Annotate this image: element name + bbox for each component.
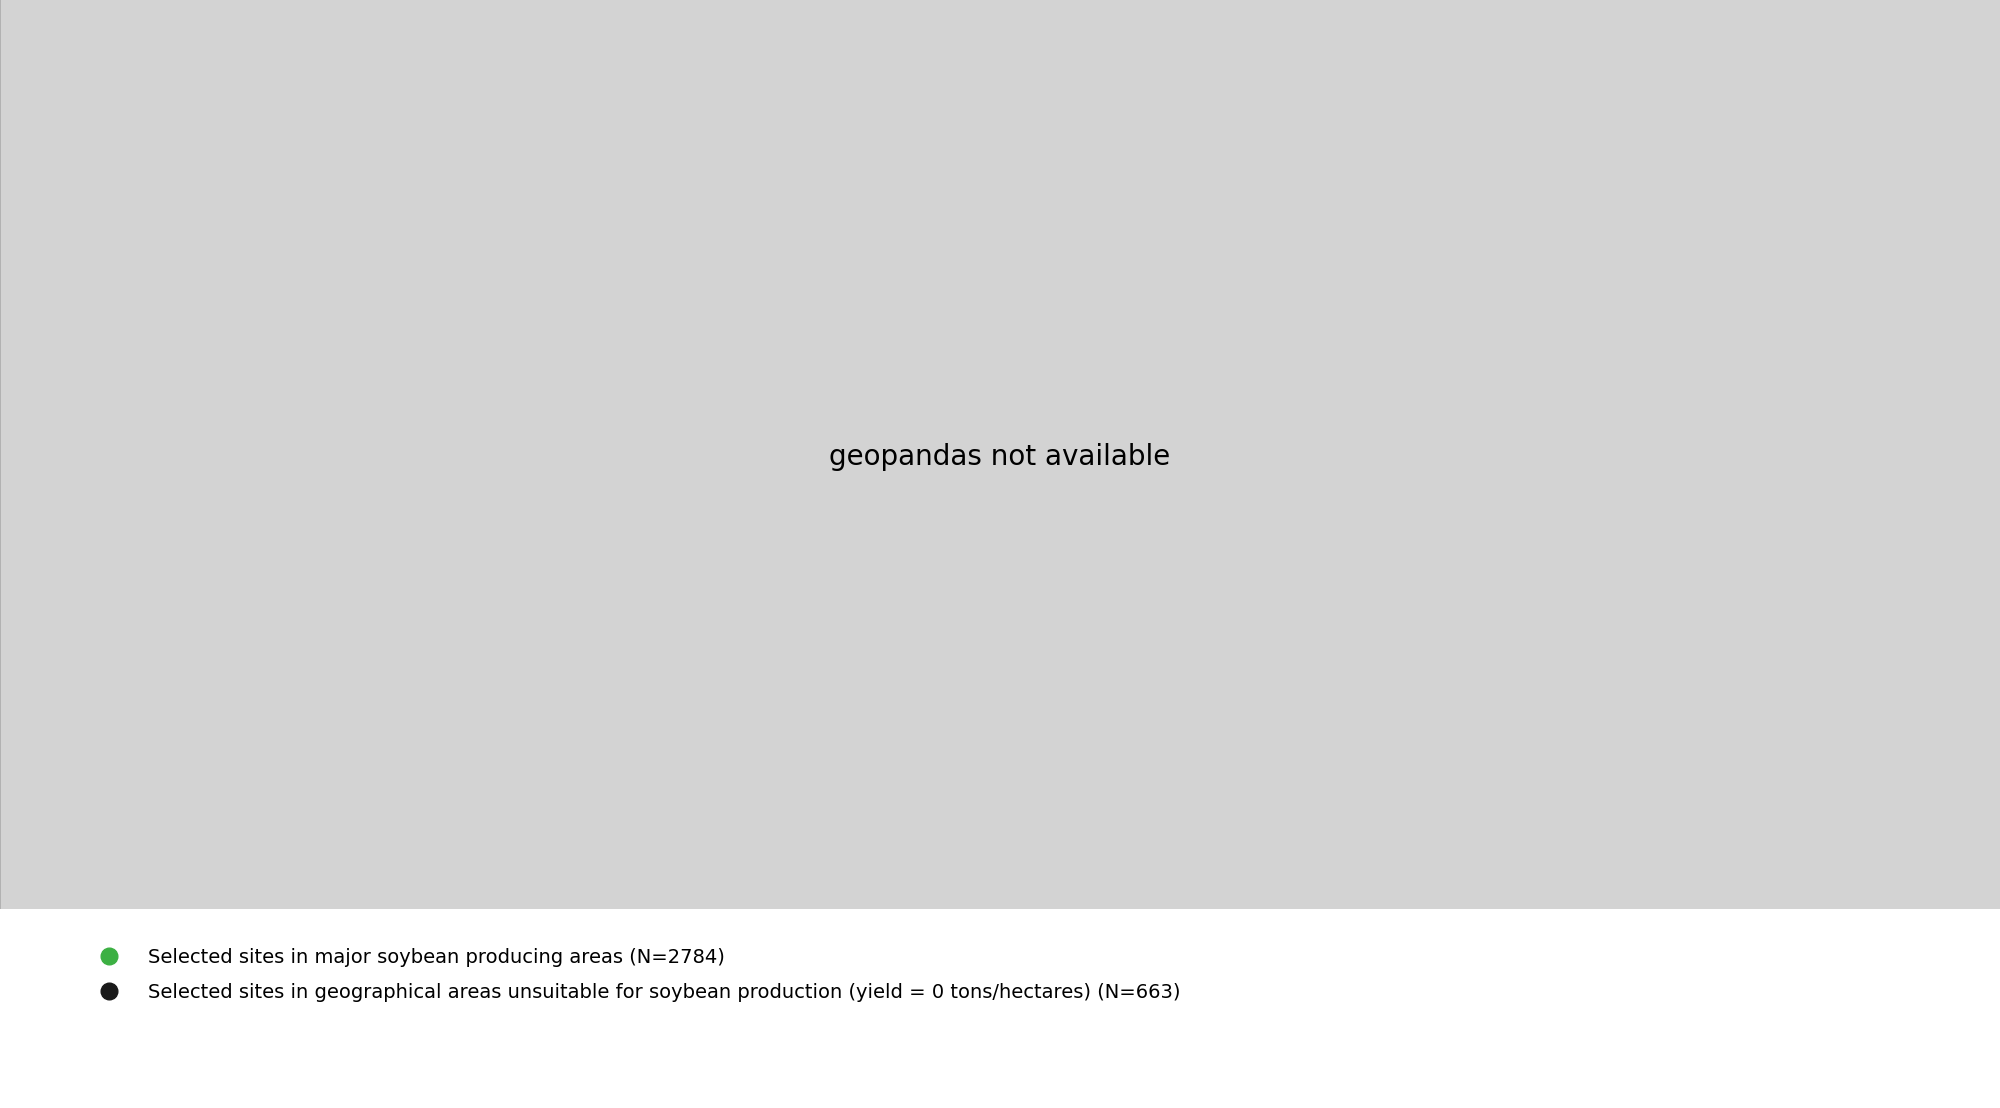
Text: geopandas not available: geopandas not available bbox=[830, 443, 1170, 471]
Legend: Selected sites in major soybean producing areas (N=2784), Selected sites in geog: Selected sites in major soybean producin… bbox=[90, 948, 1180, 1002]
